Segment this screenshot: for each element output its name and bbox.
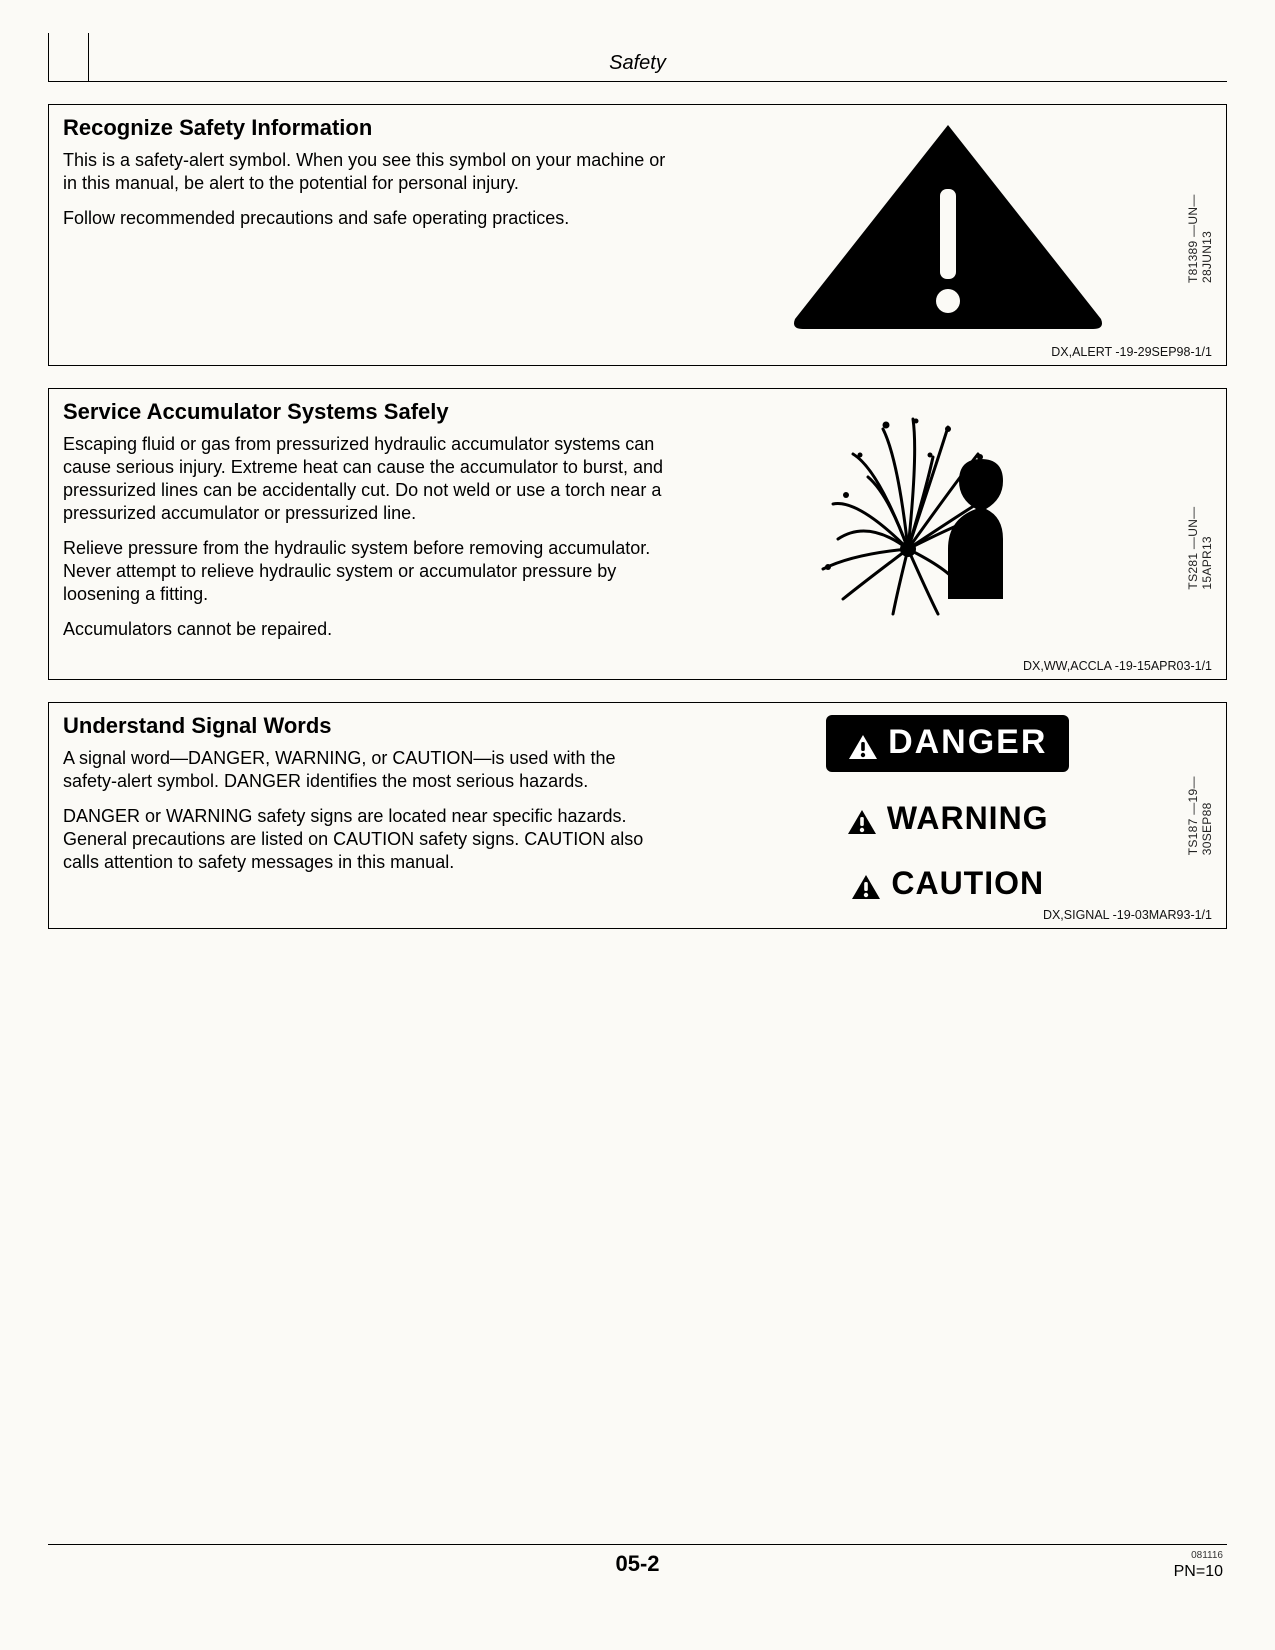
footer-page-number: 05-2: [48, 1551, 1227, 1577]
section-service-accumulator: Service Accumulator Systems Safely Escap…: [48, 388, 1227, 680]
figure-side-label: TS187 —19—30SEP88: [1186, 761, 1214, 856]
section-recognize-safety: Recognize Safety Information This is a s…: [48, 104, 1227, 366]
section-reference-code: DX,ALERT -19-29SEP98-1/1: [63, 345, 1212, 359]
caution-label: CAUTION: [891, 865, 1044, 902]
header-rule-stub-2: [88, 33, 89, 82]
alert-triangle-icon: [848, 730, 878, 756]
warning-sign: WARNING: [847, 800, 1049, 837]
section-text: Recognize Safety Information This is a s…: [63, 115, 667, 339]
section-figure: TS281 —UN—15APR13: [683, 399, 1212, 653]
figure-side-label: TS281 —UN—15APR13: [1186, 463, 1214, 590]
section-text: Service Accumulator Systems Safely Escap…: [63, 399, 667, 653]
paragraph: This is a safety-alert symbol. When you …: [63, 149, 667, 195]
paragraph: DANGER or WARNING safety signs are locat…: [63, 805, 667, 874]
warning-label: WARNING: [887, 800, 1049, 837]
section-reference-code: DX,WW,ACCLA -19-15APR03-1/1: [63, 659, 1212, 673]
danger-label: DANGER: [888, 723, 1047, 762]
paragraph: Relieve pressure from the hydraulic syst…: [63, 537, 667, 606]
section-understand-signal-words: Understand Signal Words A signal word—DA…: [48, 702, 1227, 929]
footer-small-code: 081116: [1174, 1549, 1223, 1562]
section-heading: Understand Signal Words: [63, 713, 667, 739]
section-reference-code: DX,SIGNAL -19-03MAR93-1/1: [63, 908, 1212, 922]
footer-right: 081116 PN=10: [1174, 1549, 1223, 1583]
section-heading: Recognize Safety Information: [63, 115, 667, 141]
alert-triangle-icon: [847, 806, 877, 832]
paragraph: Escaping fluid or gas from pressurized h…: [63, 433, 667, 525]
safety-alert-triangle-icon: [783, 119, 1113, 339]
section-figure: T81389 —UN—28JUN13: [683, 115, 1212, 339]
section-figure: DANGER WARNING CAUTION: [683, 713, 1212, 902]
caution-sign: CAUTION: [851, 865, 1044, 902]
paragraph: Follow recommended precautions and safe …: [63, 207, 667, 230]
page: Safety Recognize Safety Information This…: [48, 48, 1227, 1602]
explosion-person-icon: [798, 399, 1098, 634]
signal-word-stack: DANGER WARNING CAUTION: [788, 715, 1108, 902]
paragraph: A signal word—DANGER, WARNING, or CAUTIO…: [63, 747, 667, 793]
page-footer: 05-2 081116 PN=10: [48, 1544, 1227, 1602]
section-text: Understand Signal Words A signal word—DA…: [63, 713, 667, 902]
danger-sign: DANGER: [826, 715, 1069, 772]
paragraph: Accumulators cannot be repaired.: [63, 618, 667, 641]
page-header: Safety: [48, 48, 1227, 82]
page-header-title: Safety: [48, 48, 1227, 75]
section-heading: Service Accumulator Systems Safely: [63, 399, 667, 425]
figure-side-label: T81389 —UN—28JUN13: [1186, 171, 1214, 283]
footer-pn: PN=10: [1174, 1562, 1223, 1583]
header-rule-stub: [48, 33, 49, 82]
alert-triangle-icon: [851, 871, 881, 897]
